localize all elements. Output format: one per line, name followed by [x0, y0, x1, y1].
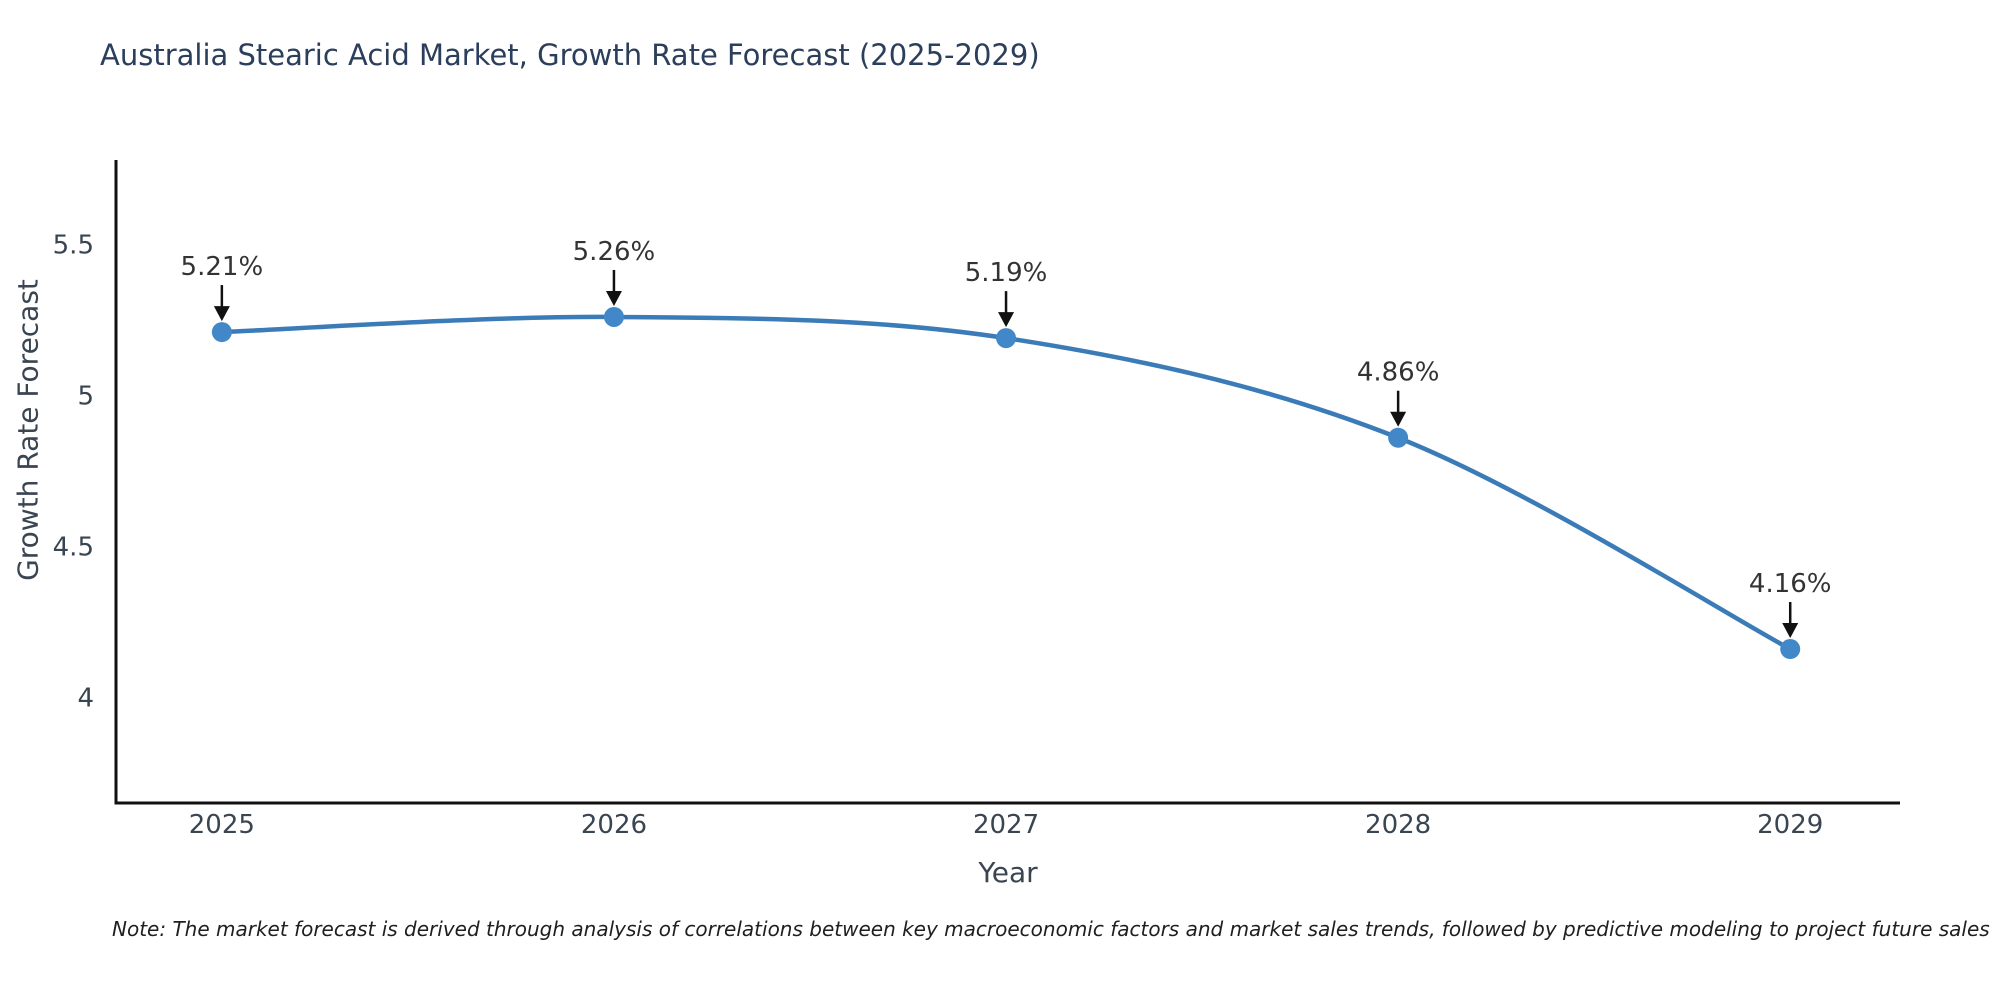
footnote: Note: The market forecast is derived thr…	[112, 917, 1990, 941]
x-tick-label: 2026	[581, 810, 647, 840]
y-tick-label: 5.5	[53, 231, 94, 261]
data-point-2027	[996, 328, 1017, 349]
annotation-arrow-head	[1782, 623, 1799, 639]
growth-rate-line	[219, 314, 1793, 652]
data-point-2028	[1388, 427, 1409, 448]
data-point-label: 4.16%	[1749, 569, 1832, 599]
data-point-label: 4.86%	[1357, 358, 1440, 388]
annotation-arrow-head	[605, 290, 622, 306]
data-point-label: 5.19%	[965, 258, 1048, 288]
y-tick-label: 5	[77, 381, 94, 411]
x-tick-label: 2029	[1757, 810, 1823, 840]
y-tick-label: 4	[77, 683, 94, 713]
data-point-2026	[603, 306, 624, 327]
x-axis-title: Year	[978, 856, 1038, 889]
data-point-label: 5.21%	[181, 252, 264, 282]
x-tick-label: 2025	[189, 810, 255, 840]
annotation-arrow-head	[998, 312, 1015, 328]
x-tick-label: 2028	[1365, 810, 1431, 840]
data-point-2025	[211, 322, 232, 343]
chart-title: Australia Stearic Acid Market, Growth Ra…	[100, 38, 1040, 72]
annotation-arrow-head	[213, 306, 230, 322]
annotation-arrow-head	[1390, 411, 1407, 427]
y-tick-label: 4.5	[53, 532, 94, 562]
x-tick-label: 2027	[973, 810, 1039, 840]
data-point-2029	[1780, 639, 1801, 660]
data-point-label: 5.26%	[573, 237, 656, 267]
